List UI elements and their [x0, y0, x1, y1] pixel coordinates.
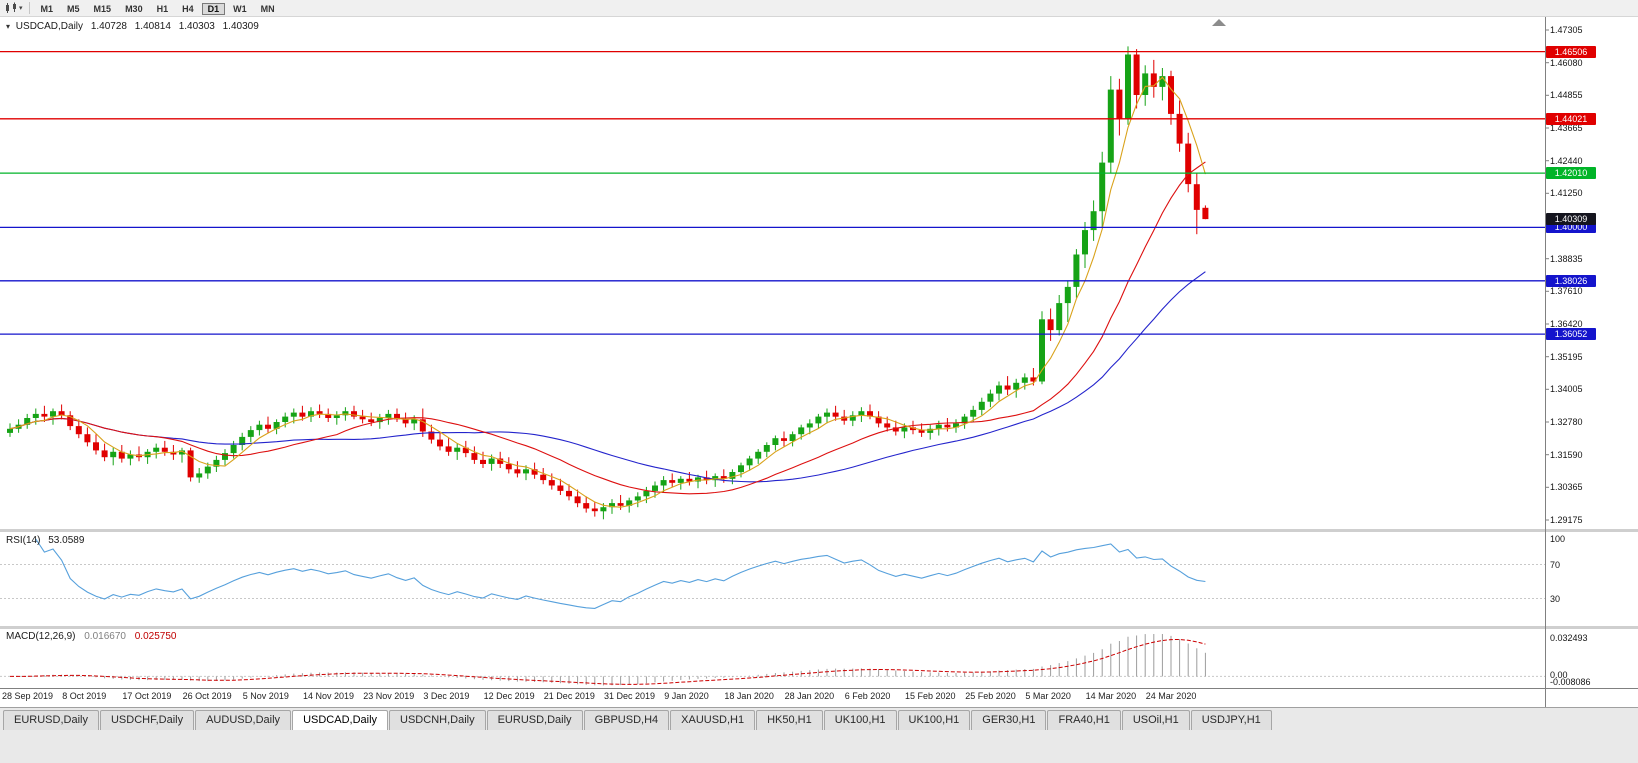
date-axis-tick: 28 Jan 2020	[784, 691, 835, 701]
timeframe-button-m15[interactable]: M15	[93, 4, 112, 14]
price-axis-tick: 1.29175	[1550, 515, 1583, 525]
date-axis-tick: 25 Feb 2020	[965, 691, 1016, 701]
symbol-period-label: USDCAD,Daily	[15, 21, 84, 32]
price-axis-tick: 1.35195	[1550, 351, 1583, 362]
date-axis-tick: 12 Dec 2019	[483, 691, 535, 701]
macd-header: MACD(12,26,9) 0.016670 0.025750	[6, 631, 176, 642]
rsi-header: RSI(14) 53.0589	[6, 535, 84, 546]
chart-tab-fra40-h1[interactable]: FRA40,H1	[1047, 710, 1121, 730]
chart-tab-usdcnh-daily[interactable]: USDCNH,Daily	[389, 710, 486, 730]
price-axis-tick: 1.42440	[1550, 155, 1583, 166]
macd-axis-tick: -0.008086	[1550, 677, 1591, 687]
price-axis-tick: 1.30365	[1550, 482, 1583, 493]
chart-tab-usdchf-daily[interactable]: USDCHF,Daily	[99, 710, 195, 730]
chevron-down-icon[interactable]: ▾	[19, 5, 23, 12]
rsi-axis-tick: 30	[1550, 593, 1561, 604]
price-axis-tick: 1.43665	[1550, 123, 1583, 133]
ohlc-high: 1.40814	[134, 21, 171, 32]
rsi-axis-tick: 70	[1550, 559, 1561, 570]
rsi-value: 53.0589	[48, 535, 85, 546]
price-axis-tick: 1.38835	[1550, 253, 1583, 264]
chart-tab-hk50-h1[interactable]: HK50,H1	[756, 710, 823, 730]
chart-tab-usdcad-daily[interactable]: USDCAD,Daily	[292, 710, 389, 730]
timeframe-toolbar: M1 M5 M15 M30 H1 H4 D1 W1 MN	[35, 0, 283, 17]
chart-symbol-header: ▾ USDCAD,Daily 1.40728 1.40814 1.40303 1…	[6, 21, 259, 32]
timeframe-button-d1[interactable]: D1	[201, 3, 226, 15]
chart-tab-uk100-h1[interactable]: UK100,H1	[823, 710, 897, 730]
price-axis-tick: 1.37610	[1550, 286, 1583, 297]
date-axis-tick: 9 Jan 2020	[664, 691, 709, 701]
price-axis-tick: 1.36420	[1550, 319, 1583, 329]
price-axis-tick: 1.41250	[1550, 188, 1583, 199]
price-axis-tick: 1.47305	[1550, 25, 1583, 35]
chart-tab-eurusd-daily[interactable]: EURUSD,Daily	[486, 710, 583, 730]
timeframe-button-h1[interactable]: H1	[156, 4, 169, 14]
chart-tab-audusd-daily[interactable]: AUDUSD,Daily	[195, 710, 292, 730]
timeframe-button-m5[interactable]: M5	[67, 4, 80, 14]
date-axis-tick: 17 Oct 2019	[122, 691, 172, 701]
date-axis-tick: 3 Dec 2019	[423, 691, 470, 701]
ohlc-low: 1.40303	[178, 21, 215, 32]
date-axis-tick: 5 Nov 2019	[242, 691, 289, 701]
date-axis-tick: 14 Nov 2019	[303, 691, 355, 701]
timeframe-button-mn[interactable]: MN	[260, 4, 275, 14]
date-axis-tick: 5 Mar 2020	[1025, 691, 1071, 701]
date-axis-tick: 24 Mar 2020	[1145, 691, 1197, 701]
price-axis-tick: 1.34005	[1550, 384, 1583, 395]
chart-tab-eurusd-daily[interactable]: EURUSD,Daily	[3, 710, 99, 730]
chart-tab-usdjpy-h1[interactable]: USDJPY,H1	[1190, 710, 1272, 730]
ohlc-open: 1.40728	[90, 21, 127, 32]
date-axis-tick: 31 Dec 2019	[604, 691, 656, 701]
timeframe-button-m1[interactable]: M1	[40, 4, 54, 14]
price-axis-tick: 1.32780	[1550, 417, 1583, 427]
price-axis-tick: 1.31590	[1550, 449, 1583, 460]
macd-signal-value: 0.025750	[134, 631, 177, 642]
macd-main-value: 0.016670	[84, 631, 126, 642]
date-axis-tick: 26 Oct 2019	[182, 691, 232, 701]
toolbar-divider	[28, 2, 30, 14]
timeframe-button-w1[interactable]: W1	[233, 4, 247, 14]
price-line-label: 1.42010	[1546, 167, 1596, 180]
price-axis-tick: 1.46080	[1550, 57, 1583, 68]
chart-shift-marker-icon[interactable]	[1212, 19, 1226, 26]
date-axis-tick: 15 Feb 2020	[905, 691, 956, 701]
date-axis-tick: 18 Jan 2020	[724, 691, 774, 701]
chart-tab-gbpusd-h4[interactable]: GBPUSD,H4	[583, 710, 670, 730]
date-axis-tick: 28 Sep 2019	[2, 691, 54, 701]
macd-axis-tick: 0.00	[1550, 670, 1568, 681]
chart-tabs: EURUSD,Daily USDCHF,Daily AUDUSD,Daily USDC…	[0, 707, 1638, 763]
rsi-label: RSI(14)	[6, 535, 41, 546]
price-line-label: 1.44021	[1546, 112, 1596, 125]
bid-price-label: 1.40309	[1546, 213, 1596, 226]
date-axis-tick: 6 Feb 2020	[844, 691, 891, 701]
date-axis-tick: 23 Nov 2019	[363, 691, 415, 701]
price-axis-tick: 1.44855	[1550, 90, 1583, 101]
price-line-label: 1.46506	[1546, 45, 1596, 58]
collapse-triangle-icon[interactable]: ▾	[6, 22, 11, 31]
price-line-label: 1.36052	[1546, 328, 1596, 341]
rsi-axis-tick: 100	[1550, 534, 1566, 544]
price-line-label: 1.38026	[1546, 274, 1596, 287]
chart-tab-usoil-h1[interactable]: USOil,H1	[1121, 710, 1190, 730]
timeframe-button-h4[interactable]: H4	[182, 4, 194, 14]
date-axis-tick: 14 Mar 2020	[1085, 691, 1137, 701]
toolbar: ▾ M1 M5 M15 M30 H1 H4 D1 W1 MN	[0, 0, 1638, 17]
chart-tab-xauusd-h1[interactable]: XAUUSD,H1	[670, 710, 756, 730]
date-axis-tick: 21 Dec 2019	[543, 691, 595, 701]
timeframe-button-m30[interactable]: M30	[125, 4, 143, 14]
date-axis-tick: 8 Oct 2019	[62, 691, 107, 701]
chart-tab-ger30-h1[interactable]: GER30,H1	[971, 710, 1047, 730]
chart-tab-uk100-h1[interactable]: UK100,H1	[897, 710, 971, 730]
macd-axis-tick: 0.032493	[1550, 633, 1588, 643]
chart-type-icon[interactable]	[3, 1, 19, 15]
macd-label: MACD(12,26,9)	[6, 631, 76, 642]
ohlc-close: 1.40309	[222, 21, 259, 32]
